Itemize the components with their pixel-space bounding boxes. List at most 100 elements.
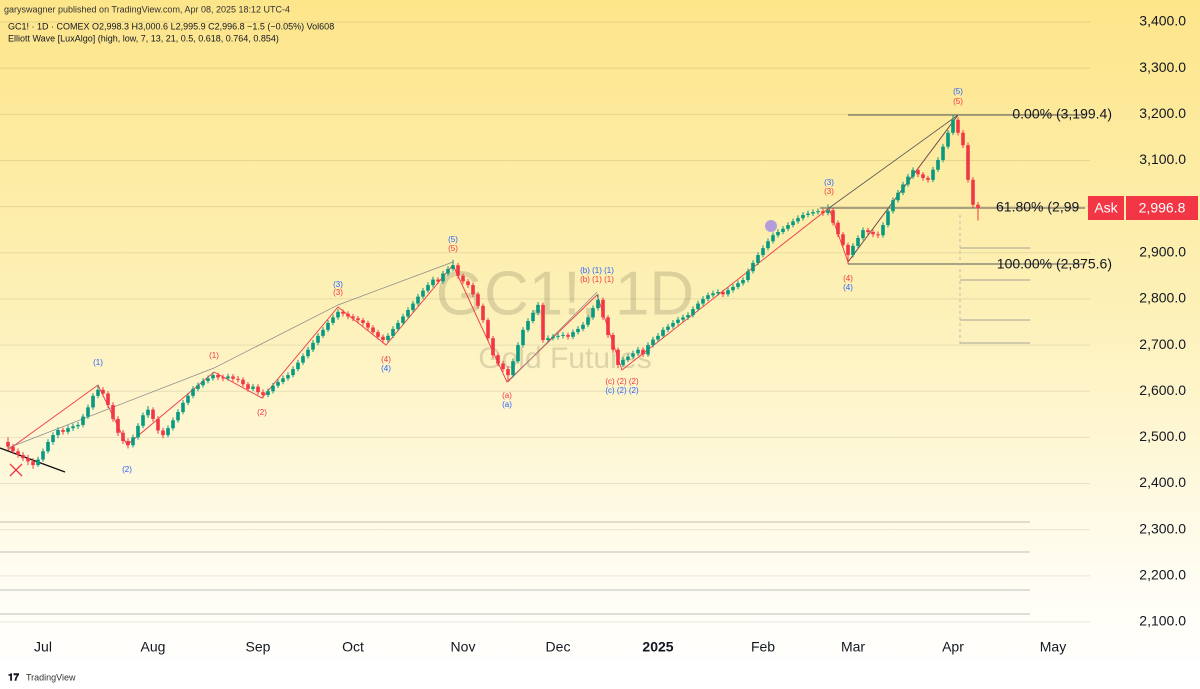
candle-body [556,335,560,337]
candle-body [476,294,480,306]
candle-body [401,316,405,323]
candle-body [101,389,105,394]
candle-body [966,145,970,180]
logo-mark: 𝟏𝟕 [8,673,20,684]
candle-body [281,378,285,382]
candle-body [301,356,305,363]
candle-body [821,211,825,214]
candle-body [276,382,280,386]
y-tick-label: 3,100.0 [1139,151,1186,167]
wave-label: (2) [257,408,267,417]
candle-body [316,335,320,343]
candle-body [886,211,890,226]
candle-body [866,230,870,232]
candle-body [126,441,130,446]
candle-body [721,292,725,295]
candle-body [201,381,205,386]
candle-body [736,283,740,287]
cross-marker [9,463,23,477]
x-tick-label: May [1040,639,1066,655]
labels: 2,100.0 2,200.0 2,300.0 2,400.0 2,500.0 2,600… [34,13,1186,655]
candle-body [531,312,535,322]
candle-body [366,322,370,328]
candle-body [651,339,655,346]
candle-body [941,146,945,160]
y-tick-label: 3,200.0 [1139,105,1186,121]
candle-body [971,179,975,205]
wave-label: (5) [448,244,458,253]
candle-body [71,426,75,429]
wave-label: (1) [93,358,103,367]
candle-body [436,279,440,282]
signal-dot [765,220,777,232]
candle-body [851,245,855,256]
candle-body [86,407,90,417]
candle-body [806,213,810,215]
wave-zigzag [7,114,959,451]
candle-body [796,218,800,222]
candle-body [491,338,495,356]
candle-body [231,376,235,379]
candle-body [81,416,85,425]
x-tick-label: Oct [342,639,364,655]
candle-body [461,275,465,282]
fib-label: 61.80% (2,99 [996,199,1079,215]
candle-body [766,241,770,249]
wave-label: (5) [448,235,458,244]
candle-body [381,336,385,340]
candle-body [576,328,580,333]
candle-body [41,451,45,460]
candle-body [546,338,550,340]
candle-body [836,222,840,235]
y-tick-label: 2,600.0 [1139,382,1186,398]
candle-body [676,319,680,323]
candle-body [361,320,365,323]
candle-body [161,430,165,436]
candle-body [906,176,910,185]
candle-body [686,315,690,318]
candle-body [931,169,935,180]
candle-body [621,359,625,365]
candle-body [521,329,525,346]
candle-body [226,376,230,379]
candle-body [116,418,120,433]
candle-body [466,281,470,286]
ask-price: 2,996.8 [1139,200,1186,216]
wave-label: (4) [381,355,391,364]
candle-body [691,309,695,316]
candle-body [266,391,270,395]
candle-body [786,225,790,229]
candle-body [831,210,835,223]
wave-channel [7,261,454,449]
price-tag [1126,196,1198,220]
candle-body [306,349,310,357]
candle-body [711,293,715,296]
candle-body [551,336,555,339]
candle-body [876,234,880,236]
wave-label: (b) (1) (1) [580,266,614,275]
candle-body [501,363,505,370]
candle-body [21,454,25,459]
footer-band [0,660,1200,689]
candle-body [151,409,155,419]
candle-body [861,230,865,238]
candle-body [761,248,765,256]
drawings [0,114,1085,615]
candle-body [311,342,315,350]
candle-body [616,349,620,365]
candle-body [296,362,300,370]
wave-label: (1) [209,351,219,360]
candle-body [726,290,730,295]
candle-body [536,304,540,313]
wave-label: (c) (2) (2) [605,386,639,395]
candle-body [136,425,140,438]
candle-body [131,437,135,446]
wave-label: (4) [843,283,853,292]
candle-body [121,432,125,442]
candle-body [236,378,240,380]
candle-body [241,379,245,385]
candle-body [646,345,650,355]
candle-body [741,280,745,284]
candle-body [936,160,940,170]
